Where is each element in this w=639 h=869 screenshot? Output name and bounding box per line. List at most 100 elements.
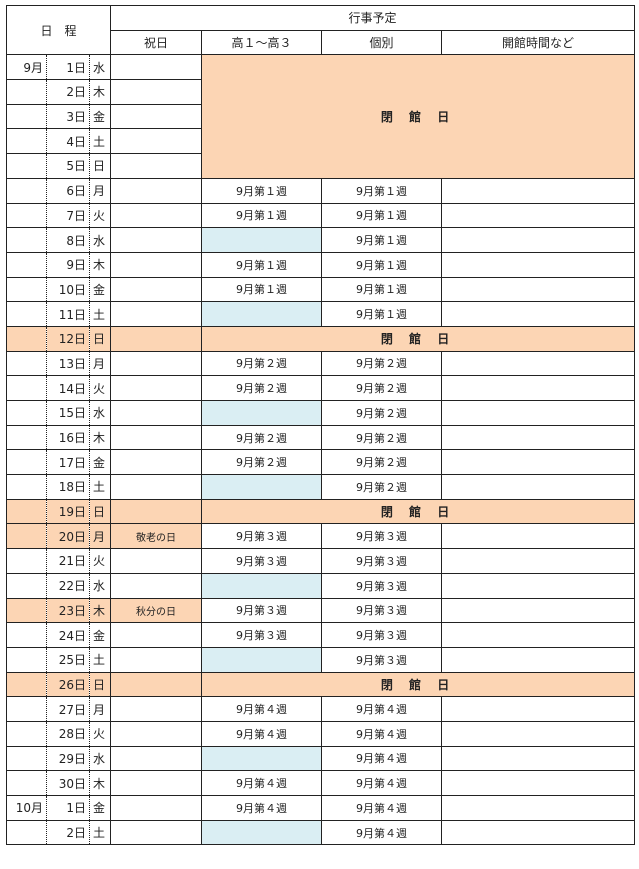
hours-cell (441, 523, 636, 550)
day-cell: 15日 (46, 400, 90, 426)
table-row: 8日水 9月第１週 (6, 227, 636, 253)
holiday-cell (110, 227, 203, 253)
holiday-cell (110, 202, 203, 229)
table-row: 7日火 9月第１週 9月第１週 (6, 202, 636, 229)
month-cell (6, 375, 47, 401)
month-cell (6, 523, 47, 550)
day-cell: 24日 (46, 622, 90, 648)
day-cell: 25日 (46, 646, 90, 673)
holiday-cell (110, 572, 203, 599)
month-cell (6, 325, 47, 352)
weekday-cell: 木 (88, 424, 112, 451)
grade-cell (201, 572, 323, 599)
month-cell (6, 548, 47, 574)
table-row: 25日土 9月第３週 (6, 646, 636, 673)
month-cell: 10月 (6, 795, 47, 821)
table-row: 28日火 9月第４週 9月第４週 (6, 720, 636, 747)
grade-col-header: 高１～高３ (201, 29, 323, 56)
day-cell: 11日 (46, 301, 90, 327)
day-cell: 3日 (46, 103, 90, 130)
holiday-cell (110, 251, 203, 278)
grade-cell: 9月第１週 (201, 177, 323, 204)
month-cell (6, 79, 47, 105)
day-cell: 26日 (46, 671, 90, 698)
closed-day-label: 閉 館 日 (201, 671, 636, 698)
individual-cell: 9月第４週 (321, 819, 443, 846)
hours-cell (441, 597, 636, 624)
table-row: 2日土 9月第４週 (6, 819, 636, 846)
holiday-cell (110, 177, 203, 204)
month-cell (6, 350, 47, 377)
table-row: 15日水 9月第２週 (6, 400, 636, 426)
hours-cell (441, 770, 636, 796)
weekday-cell: 月 (88, 350, 112, 377)
individual-cell: 9月第４週 (321, 696, 443, 722)
day-cell: 1日 (46, 795, 90, 821)
individual-cell: 9月第２週 (321, 449, 443, 476)
hours-cell (441, 819, 636, 846)
hours-cell (441, 572, 636, 599)
grade-cell: 9月第１週 (201, 276, 323, 303)
month-cell (6, 622, 47, 648)
holiday-cell (110, 498, 203, 525)
month-cell (6, 474, 47, 500)
holiday-cell (110, 449, 203, 476)
individual-col-header: 個別 (321, 29, 443, 56)
day-cell: 1日 (46, 54, 90, 81)
individual-cell: 9月第１週 (321, 202, 443, 229)
table-row: 22日水 9月第３週 (6, 572, 636, 599)
individual-cell: 9月第２週 (321, 375, 443, 401)
month-cell (6, 449, 47, 476)
holiday-cell (110, 153, 203, 179)
individual-cell: 9月第１週 (321, 251, 443, 278)
day-cell: 14日 (46, 375, 90, 401)
individual-cell: 9月第１週 (321, 301, 443, 327)
weekday-cell: 土 (88, 646, 112, 673)
weekday-cell: 土 (88, 301, 112, 327)
month-cell (6, 597, 47, 624)
hours-cell (441, 548, 636, 574)
holiday-cell (110, 400, 203, 426)
hours-cell (441, 227, 636, 253)
day-cell: 30日 (46, 770, 90, 796)
weekday-cell: 土 (88, 474, 112, 500)
grade-cell (201, 745, 323, 772)
hours-cell (441, 449, 636, 476)
month-cell (6, 103, 47, 130)
grade-cell: 9月第１週 (201, 251, 323, 278)
month-cell (6, 251, 47, 278)
day-cell: 16日 (46, 424, 90, 451)
weekday-cell: 月 (88, 177, 112, 204)
table-row: 24日金 9月第３週 9月第３週 (6, 622, 636, 648)
day-cell: 20日 (46, 523, 90, 550)
holiday-cell (110, 770, 203, 796)
grade-cell: 9月第３週 (201, 523, 323, 550)
grade-cell: 9月第４週 (201, 795, 323, 821)
weekday-cell: 木 (88, 251, 112, 278)
grade-cell: 9月第２週 (201, 424, 323, 451)
holiday-cell: 秋分の日 (110, 597, 203, 624)
events-header: 行事予定 (110, 5, 636, 31)
individual-cell: 9月第３週 (321, 572, 443, 599)
table-row: 29日水 9月第４週 (6, 745, 636, 772)
individual-cell: 9月第４週 (321, 795, 443, 821)
table-row: 14日火 9月第２週 9月第２週 (6, 375, 636, 401)
holiday-cell (110, 276, 203, 303)
individual-cell: 9月第３週 (321, 622, 443, 648)
individual-cell: 9月第３週 (321, 548, 443, 574)
table-row: 9日木 9月第１週 9月第１週 (6, 251, 636, 278)
hours-cell (441, 350, 636, 377)
individual-cell: 9月第３週 (321, 523, 443, 550)
holiday-cell (110, 301, 203, 327)
table-row: 11日土 9月第１週 (6, 301, 636, 327)
day-cell: 12日 (46, 325, 90, 352)
table-row: 10日金 9月第１週 9月第１週 (6, 276, 636, 303)
grade-cell (201, 301, 323, 327)
month-cell (6, 745, 47, 772)
day-cell: 18日 (46, 474, 90, 500)
grade-cell: 9月第４週 (201, 770, 323, 796)
day-cell: 8日 (46, 227, 90, 253)
weekday-cell: 土 (88, 128, 112, 155)
hours-cell (441, 202, 636, 229)
holiday-cell (110, 720, 203, 747)
